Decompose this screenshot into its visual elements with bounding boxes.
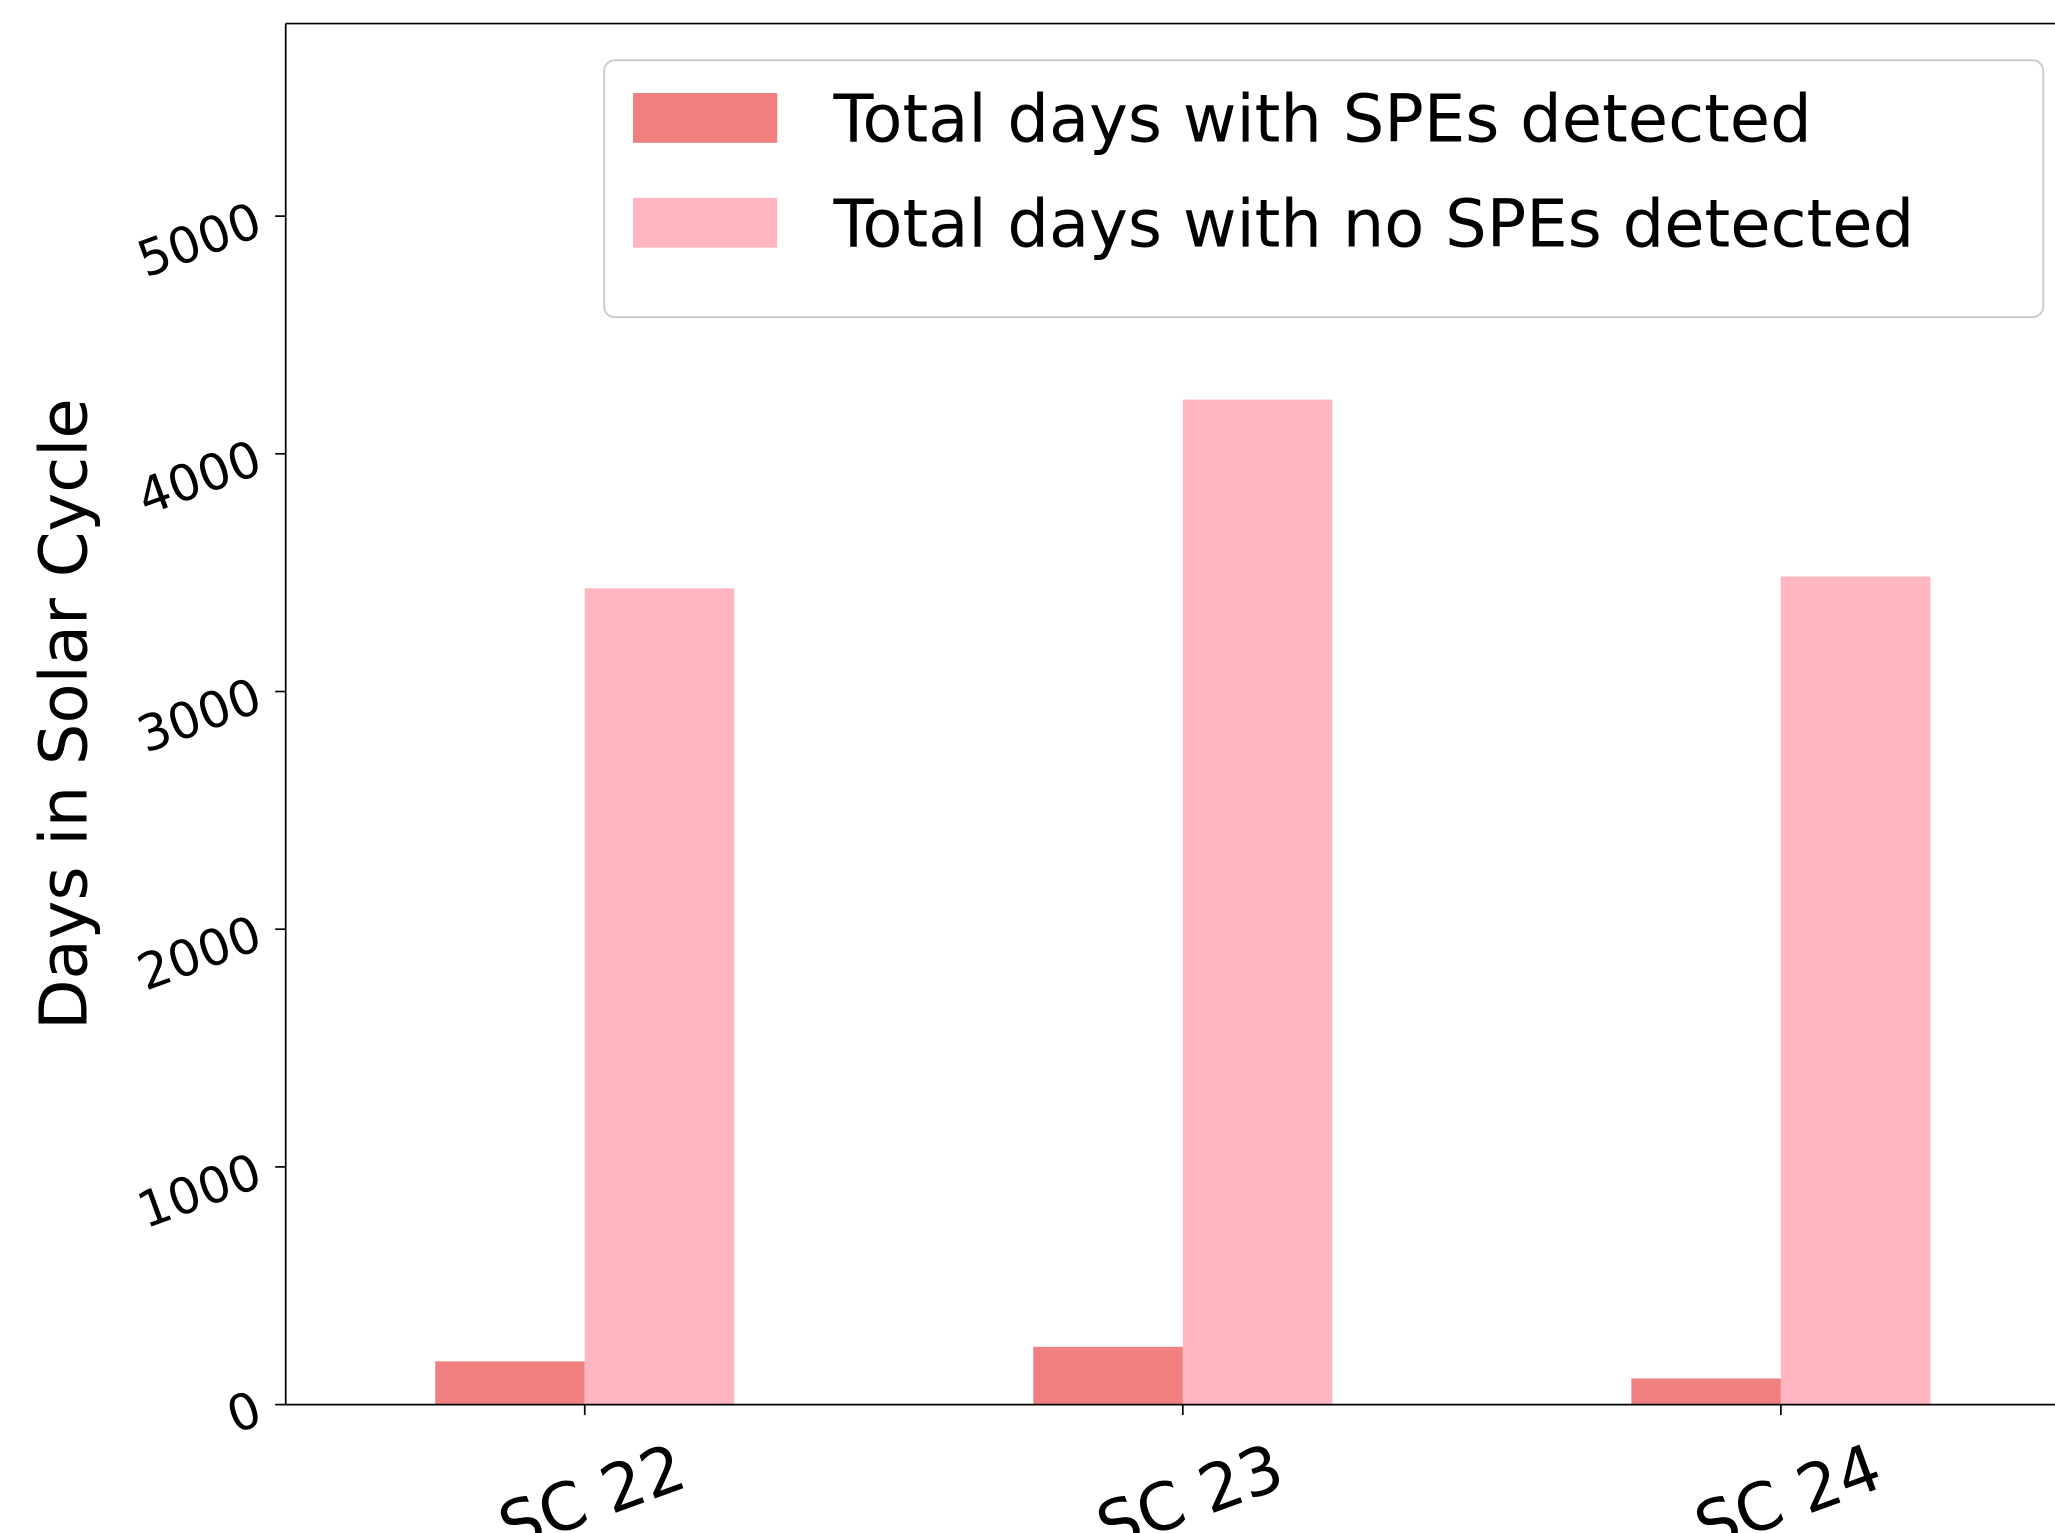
bar (1780, 576, 1931, 1405)
x-tick-label: SC 24 (1685, 1429, 1891, 1533)
y-axis-label: Days in Solar Cycle (26, 398, 102, 1030)
plot: Days in Solar Cycle 0 1000 2000 3000 4000 500… (26, 22, 2055, 1533)
y-tick-label: 0 (219, 1380, 269, 1445)
y-tick-label: 2000 (130, 904, 269, 1002)
bar (1033, 1346, 1183, 1405)
bar (1182, 399, 1333, 1405)
bar (1631, 1378, 1781, 1405)
legend-swatch (633, 197, 778, 248)
y-tick-label: 3000 (130, 667, 269, 765)
legend-swatch (633, 93, 778, 143)
legend-box (603, 59, 2045, 319)
y-tick-label: 4000 (130, 429, 269, 527)
legend-label: Total days with no SPEs detected (833, 186, 1915, 262)
y-tick-label: 1000 (130, 1142, 269, 1240)
x-tick-label: SC 22 (489, 1429, 695, 1533)
y-tick-label: 5000 (130, 191, 269, 289)
bar (584, 588, 735, 1405)
x-tick-label: SC 23 (1087, 1429, 1293, 1533)
legend-label: Total days with SPEs detected (833, 82, 1812, 158)
bar (435, 1361, 585, 1405)
